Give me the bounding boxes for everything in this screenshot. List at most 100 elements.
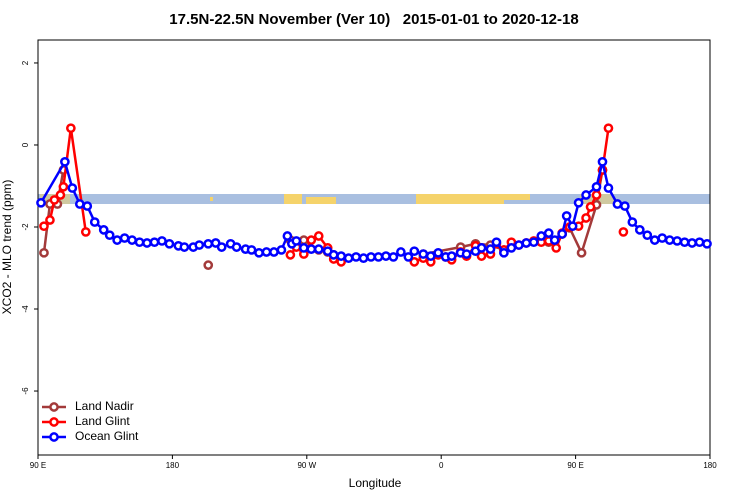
point	[403, 252, 414, 262]
point	[203, 260, 214, 270]
point	[134, 237, 145, 248]
point	[66, 123, 76, 134]
point	[276, 245, 287, 255]
x-tick-label: 180	[703, 461, 717, 470]
point	[157, 236, 167, 246]
point	[388, 252, 399, 262]
point	[269, 247, 279, 257]
point	[620, 201, 630, 211]
point	[336, 251, 346, 261]
point	[585, 202, 596, 212]
point	[282, 231, 293, 241]
point	[657, 233, 668, 243]
point	[506, 243, 517, 253]
point	[528, 237, 539, 248]
point	[446, 251, 457, 261]
point	[58, 181, 69, 192]
x-tick-label: 0	[439, 461, 444, 470]
legend-label: Ocean Glint	[75, 429, 139, 443]
point	[627, 217, 638, 227]
point	[246, 245, 257, 255]
point	[127, 235, 137, 245]
point	[581, 213, 591, 223]
point	[557, 229, 568, 239]
point	[561, 211, 572, 221]
point	[491, 237, 502, 248]
point	[328, 250, 339, 260]
point	[80, 227, 91, 237]
plot-frame	[37, 39, 711, 456]
point	[98, 225, 109, 235]
point	[313, 244, 324, 254]
point	[112, 235, 122, 245]
point	[179, 242, 190, 252]
x-tick-label: 90 W	[297, 461, 316, 470]
y-tick-label: 2	[21, 60, 30, 65]
point	[664, 235, 675, 245]
point	[603, 183, 614, 193]
point	[231, 242, 242, 252]
point	[634, 225, 645, 235]
point	[567, 221, 578, 232]
legend-label: Land Nadir	[75, 399, 134, 413]
chart-title: 17.5N-22.5N November (Ver 10) 2015-01-01…	[169, 11, 578, 28]
point	[366, 252, 376, 262]
map-strip	[38, 194, 710, 204]
point	[551, 243, 562, 253]
x-tick-label: 180	[166, 461, 180, 470]
point	[679, 237, 690, 248]
point	[461, 249, 472, 259]
point	[149, 237, 160, 248]
point	[433, 247, 444, 258]
point	[672, 236, 682, 246]
point	[298, 243, 309, 253]
point	[306, 244, 317, 254]
point	[60, 156, 70, 167]
point	[119, 233, 130, 243]
point	[89, 217, 100, 227]
point	[203, 238, 214, 249]
point	[49, 195, 60, 205]
y-axis-label: XCO2 - MLO trend (ppm)	[0, 180, 14, 315]
point	[55, 190, 66, 200]
x-tick-label: 90 E	[30, 461, 46, 470]
legend-marker	[49, 402, 59, 412]
point	[603, 123, 614, 134]
point	[485, 244, 496, 254]
point	[373, 252, 384, 262]
point	[351, 252, 361, 262]
point	[514, 240, 524, 250]
y-tick-label: 0	[21, 142, 30, 147]
point	[649, 235, 660, 245]
legend-marker	[49, 417, 59, 427]
point	[298, 235, 309, 245]
point	[573, 197, 584, 208]
point	[694, 237, 705, 248]
point	[216, 242, 227, 252]
point	[104, 230, 115, 241]
point	[396, 247, 406, 257]
x-axis-label: Longitude	[349, 476, 402, 490]
point	[591, 181, 602, 192]
point	[409, 246, 420, 257]
point	[381, 251, 391, 261]
point	[576, 247, 587, 258]
y-tick-label: -2	[21, 223, 30, 231]
point	[702, 238, 712, 249]
y-tick-label: -4	[21, 305, 30, 313]
point	[39, 247, 49, 258]
point	[425, 251, 436, 261]
point	[549, 235, 560, 245]
point	[618, 227, 629, 237]
point	[597, 156, 608, 167]
point	[521, 238, 532, 248]
point	[591, 190, 602, 200]
point	[254, 247, 264, 258]
point	[261, 247, 272, 257]
point	[612, 199, 623, 209]
point	[343, 253, 354, 264]
point	[142, 238, 152, 248]
point	[285, 250, 296, 260]
